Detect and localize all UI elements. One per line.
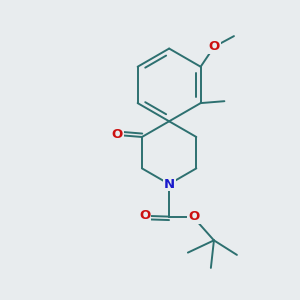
Text: O: O <box>188 210 200 223</box>
Text: O: O <box>208 40 220 53</box>
Text: N: N <box>164 178 175 190</box>
Text: O: O <box>112 128 123 141</box>
Text: O: O <box>139 208 150 222</box>
